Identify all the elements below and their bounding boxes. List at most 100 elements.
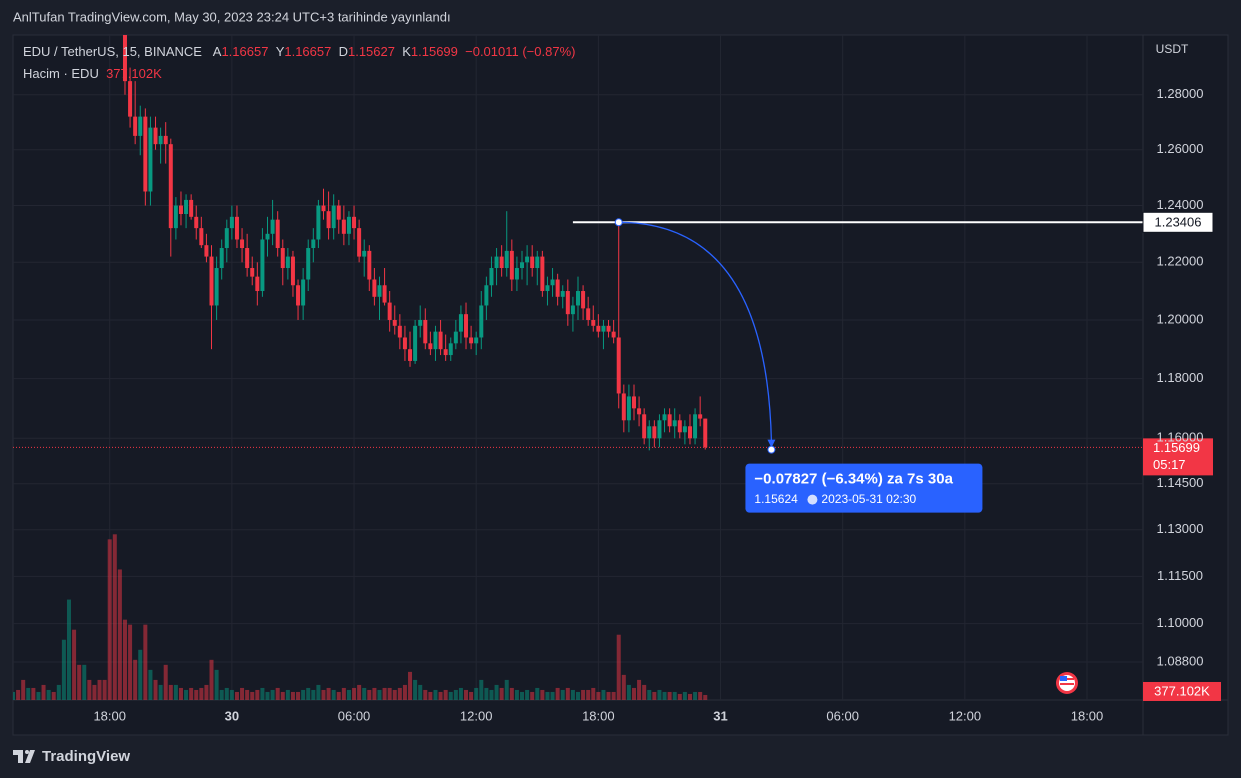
candle-body xyxy=(209,256,214,306)
volume-bar xyxy=(168,684,173,700)
hline-price-box xyxy=(1142,211,1214,233)
volume-bar xyxy=(240,687,245,700)
close-value: 1.15699 xyxy=(410,44,458,59)
candle-body xyxy=(545,285,550,292)
candle-body xyxy=(662,414,667,421)
last-price-label: 1.15699 xyxy=(1153,440,1200,455)
candle-body xyxy=(458,314,463,332)
volume-bar xyxy=(586,689,591,700)
candle-body xyxy=(224,228,229,249)
volume-bar xyxy=(693,691,698,700)
candle-body xyxy=(163,135,168,145)
volume-bar xyxy=(453,689,458,700)
volume-bar xyxy=(372,687,377,700)
volume-bar xyxy=(13,691,15,700)
candle-body xyxy=(616,337,621,394)
candle-body xyxy=(250,268,255,277)
candle-body xyxy=(275,219,280,249)
volume-bar xyxy=(504,679,509,700)
candle-body xyxy=(306,248,311,280)
candle-body xyxy=(199,228,204,246)
volume-bar xyxy=(438,691,443,700)
flag-icon xyxy=(1056,672,1078,694)
volume-bar xyxy=(687,693,692,700)
candle-body xyxy=(433,331,438,350)
candle-body xyxy=(555,279,560,297)
x-tick-label: 12:00 xyxy=(949,708,982,723)
y-tick-label: 1.14500 xyxy=(1157,475,1204,490)
candle-body xyxy=(677,420,682,433)
y-tick-label: 1.20000 xyxy=(1157,311,1204,326)
volume-bar xyxy=(26,687,31,700)
countdown-label: 05:17 xyxy=(1153,457,1186,472)
volume-bar xyxy=(540,689,545,700)
candle-body xyxy=(234,216,239,240)
candle-body xyxy=(525,256,530,263)
candle-body xyxy=(423,319,428,344)
volume-bar xyxy=(520,691,525,700)
candle-body xyxy=(153,127,158,145)
candle-body xyxy=(245,248,250,269)
volume-bar xyxy=(667,691,672,700)
volume-bar xyxy=(357,684,362,700)
candle-body xyxy=(280,248,285,269)
volume-bar xyxy=(148,669,153,700)
volume-bar xyxy=(311,689,316,700)
volume-bar xyxy=(611,691,616,700)
volume-bar xyxy=(525,689,530,700)
volume-bar xyxy=(301,689,306,700)
volume-bar xyxy=(66,599,71,700)
volume-bar xyxy=(219,689,224,700)
volume-bar xyxy=(682,691,687,700)
candle-body xyxy=(606,325,611,332)
volume-title: Hacim · EDU xyxy=(23,66,99,81)
candle-body xyxy=(621,393,626,421)
volume-bar xyxy=(173,684,178,700)
x-tick-label: 18:00 xyxy=(582,708,615,723)
volume-bar xyxy=(260,687,265,700)
candle-body xyxy=(316,205,321,240)
volume-bar xyxy=(626,684,631,700)
volume-bar xyxy=(397,687,402,700)
candle-body xyxy=(469,337,474,344)
volume-bar xyxy=(346,689,351,700)
volume-bar xyxy=(122,619,127,700)
volume-bar xyxy=(530,691,535,700)
volume-bar xyxy=(606,691,611,700)
candle-body xyxy=(367,250,372,280)
volume-bar xyxy=(209,659,214,700)
volume-bar xyxy=(408,671,413,700)
candle-body xyxy=(698,414,703,419)
y-tick-label: 1.28000 xyxy=(1157,86,1204,101)
candle-body xyxy=(255,276,260,292)
volume-bar xyxy=(204,684,209,700)
volume-bar xyxy=(138,649,143,700)
candle-body xyxy=(219,248,224,269)
candle-body xyxy=(138,116,143,136)
volume-legend: Hacim · EDU 377.102K xyxy=(23,66,162,81)
volume-bar xyxy=(128,624,133,700)
candle-body xyxy=(453,331,458,344)
candle-body xyxy=(418,319,423,326)
x-tick-label: 12:00 xyxy=(460,708,493,723)
y-tick-label: 1.24000 xyxy=(1157,197,1204,212)
candle-body xyxy=(693,414,698,439)
volume-bar xyxy=(514,689,519,700)
volume-bar xyxy=(321,689,326,700)
volume-bar xyxy=(565,687,570,700)
candle-body xyxy=(591,319,596,326)
volume-bar xyxy=(46,689,51,700)
candle-body xyxy=(301,279,306,306)
volume-bar xyxy=(499,687,504,700)
candle-body xyxy=(270,219,275,234)
candle-body xyxy=(631,396,636,409)
volume-bar xyxy=(36,691,41,700)
volume-bar xyxy=(698,691,703,700)
volume-bar xyxy=(285,689,290,700)
candle-body xyxy=(570,305,575,315)
ohlc-letter: Y xyxy=(275,44,285,59)
candle-body xyxy=(652,426,657,439)
volume-bar xyxy=(367,689,372,700)
